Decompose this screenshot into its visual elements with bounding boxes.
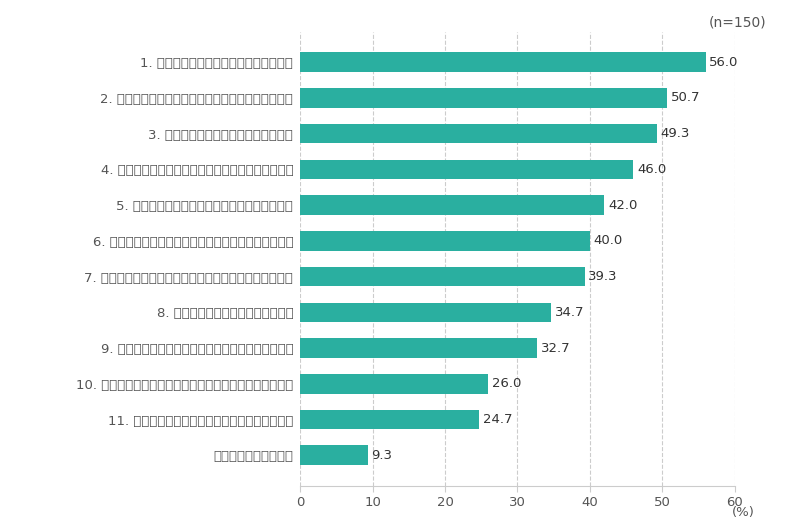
Text: 50.7: 50.7: [671, 91, 701, 105]
Bar: [300, 410, 479, 429]
Bar: [300, 195, 604, 215]
Text: (n=150): (n=150): [709, 16, 766, 30]
Text: 46.0: 46.0: [637, 163, 666, 176]
Text: 56.0: 56.0: [709, 55, 739, 69]
Bar: [300, 338, 537, 358]
Text: 9.3: 9.3: [371, 449, 392, 462]
Bar: [300, 231, 590, 251]
Bar: [300, 374, 488, 394]
Bar: [300, 303, 551, 322]
Text: 40.0: 40.0: [593, 234, 623, 247]
Text: 49.3: 49.3: [660, 127, 690, 140]
Bar: [300, 446, 367, 465]
Text: 34.7: 34.7: [555, 306, 585, 319]
Bar: [300, 159, 634, 179]
Bar: [300, 124, 657, 144]
X-axis label: (%): (%): [732, 506, 754, 519]
Text: 39.3: 39.3: [589, 270, 618, 283]
Bar: [300, 267, 585, 286]
Text: 26.0: 26.0: [492, 378, 521, 390]
Text: 24.7: 24.7: [483, 413, 512, 426]
Bar: [300, 52, 705, 72]
Text: 32.7: 32.7: [540, 342, 570, 355]
Bar: [300, 88, 668, 108]
Text: 42.0: 42.0: [608, 199, 638, 212]
